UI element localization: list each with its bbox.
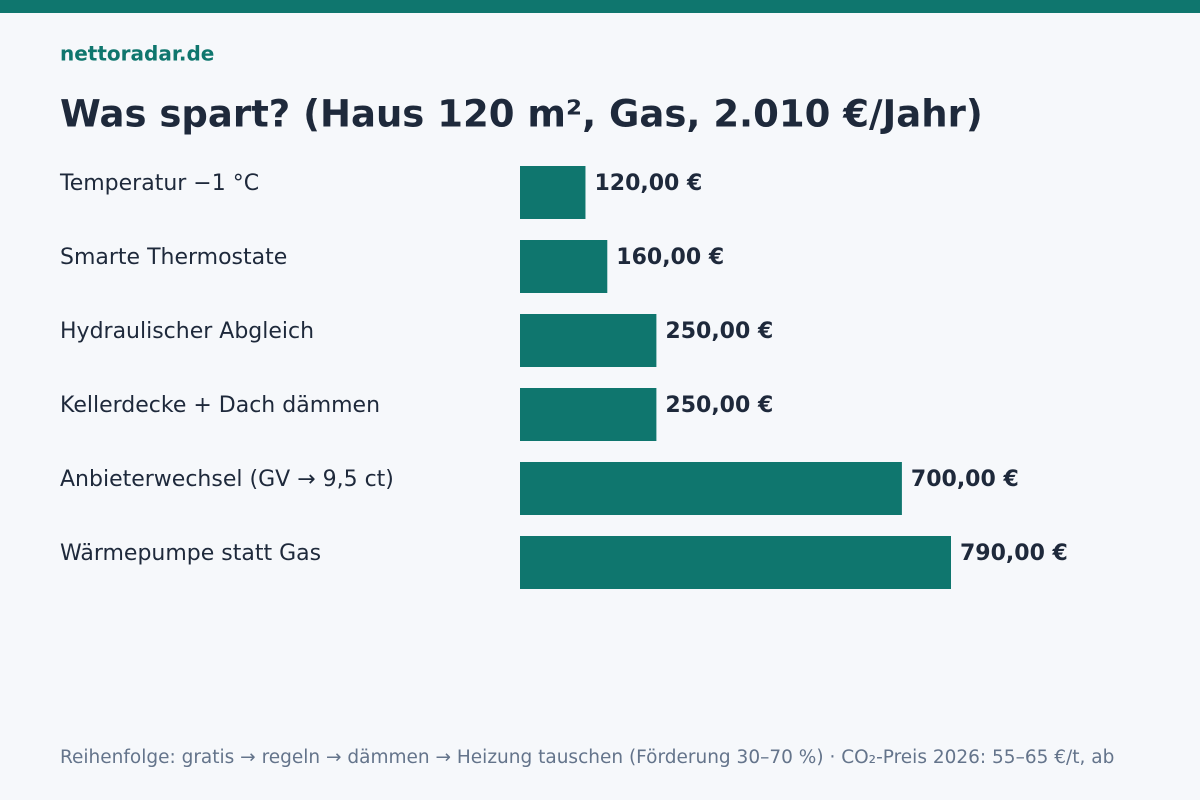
footnote: Reihenfolge: gratis → regeln → dämmen → … [60, 747, 1114, 768]
category-label: Smarte Thermostate [60, 245, 287, 270]
value-label: 790,00 € [960, 541, 1068, 566]
category-label: Kellerdecke + Dach dämmen [60, 393, 380, 418]
category-label: Anbieterwechsel (GV → 9,5 ct) [60, 467, 394, 492]
bar [520, 462, 902, 515]
bar [520, 388, 657, 441]
brand: nettoradar.de [60, 42, 214, 66]
category-label: Temperatur −1 °C [59, 171, 259, 196]
chart-title: Was spart? (Haus 120 m², Gas, 2.010 €/Ja… [60, 93, 983, 136]
bar [520, 166, 586, 219]
value-label: 160,00 € [616, 245, 724, 270]
value-label: 250,00 € [665, 319, 773, 344]
bar [520, 536, 951, 589]
value-label: 700,00 € [911, 467, 1019, 492]
bar [520, 314, 657, 367]
value-label: 250,00 € [665, 393, 773, 418]
category-label: Hydraulischer Abgleich [60, 319, 314, 344]
bar [520, 240, 608, 293]
value-label: 120,00 € [594, 171, 702, 196]
top-bar [0, 0, 1200, 13]
category-label: Wärmepumpe statt Gas [60, 541, 321, 566]
